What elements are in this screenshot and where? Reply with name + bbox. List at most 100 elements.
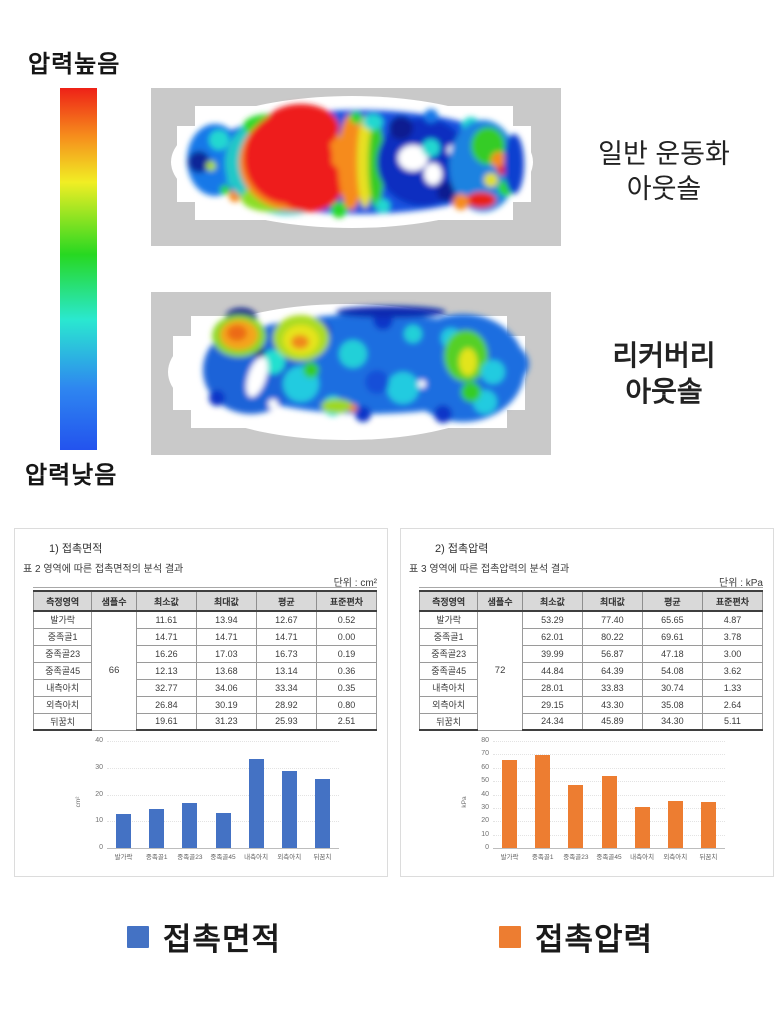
- cell-sd: 3.62: [701, 661, 764, 680]
- cell-min: 24.34: [521, 712, 583, 731]
- table-row: 발가락 72 53.29 77.40 65.65 4.87: [418, 610, 764, 731]
- cell-mean: 34.30: [641, 712, 703, 731]
- y-tick-label: 0: [99, 844, 103, 851]
- x-tick-label: 내측아치: [244, 854, 269, 861]
- y-tick-label: 80: [481, 737, 489, 744]
- table-row: 발가락 66 11.61 13.94 12.67 0.52: [32, 610, 378, 731]
- bar-중족골1: [535, 754, 551, 848]
- contact-area-chart: cm² 0 10 20 30 40 발가락 중족골1 중족골23 중족골45 내측아치 외측아치 뒤꿈…: [75, 735, 347, 869]
- cell-sd: 0.52: [315, 610, 378, 629]
- x-tick-label: 중족골45: [210, 854, 236, 861]
- cell-mean: 25.93: [255, 712, 317, 731]
- bar-내측아치: [634, 806, 650, 848]
- cell-max: 33.83: [581, 678, 643, 697]
- cell-min: 29.15: [521, 695, 583, 714]
- legend-label: 접촉면적: [162, 922, 281, 957]
- y-tick-label: 50: [481, 777, 489, 785]
- label-line: 일반 운동화: [598, 139, 730, 169]
- cell-min: 39.99: [521, 644, 583, 663]
- panel-title: 1) 접촉면적: [49, 543, 103, 555]
- column-header: 측정영역: [32, 590, 93, 612]
- cell-sd: 0.80: [315, 695, 378, 714]
- label-line: 리커버리: [612, 340, 716, 371]
- bar-중족골23: [182, 803, 198, 848]
- x-tick-label: 발가락: [500, 854, 519, 861]
- cell-max: 64.39: [581, 661, 643, 680]
- cell-region: 내측아치: [32, 678, 93, 697]
- cell-min: 12.13: [135, 661, 197, 680]
- legend-item-contact-pressure: 접촉압력: [499, 914, 653, 959]
- cell-region: 중족골45: [418, 661, 479, 680]
- y-tick-label: 0: [485, 844, 489, 851]
- y-tick-label: 30: [95, 763, 103, 771]
- cell-sd: 5.11: [701, 712, 764, 731]
- cell-max: 80.22: [581, 627, 643, 646]
- cell-mean: 54.08: [641, 661, 703, 680]
- table-row: 중족골23 16.26 17.03 16.73 0.19: [32, 644, 378, 663]
- cell-mean: 69.61: [641, 627, 703, 646]
- cell-mean: 28.92: [255, 695, 317, 714]
- column-header: 샘플수: [91, 590, 137, 612]
- pressure-low-label: 압력낮음: [25, 462, 118, 489]
- cell-region: 뒤꿈치: [32, 712, 93, 731]
- y-tick-label: 40: [481, 790, 489, 798]
- cell-min: 44.84: [521, 661, 583, 680]
- bar-뒤꿈치: [314, 778, 330, 848]
- panel-title: 2) 접촉압력: [435, 543, 489, 555]
- x-tick-label: 외측아치: [663, 854, 688, 861]
- cell-mean: 65.65: [641, 610, 703, 629]
- cell-mean: 35.08: [641, 695, 703, 714]
- cell-region: 발가락: [32, 610, 93, 629]
- cell-region: 뒤꿈치: [418, 712, 479, 731]
- contact-pressure-panel: 2) 접촉압력 표 3 영역에 따른 접촉압력의 분석 결과 단위 : kPa …: [400, 528, 774, 877]
- cell-min: 26.84: [135, 695, 197, 714]
- cell-max: 17.03: [195, 644, 257, 663]
- cell-max: 14.71: [195, 627, 257, 646]
- column-header: 평균: [255, 590, 317, 612]
- cell-max: 56.87: [581, 644, 643, 663]
- unit-label: 단위 : kPa: [719, 578, 763, 589]
- y-tick-label: 60: [481, 763, 489, 771]
- label-line: 아웃솔: [625, 376, 703, 408]
- table-row: 내측아치 28.01 33.83 30.74 1.33: [418, 678, 764, 697]
- gridline: [107, 767, 339, 769]
- label-line: 아웃솔: [626, 174, 702, 205]
- cell-sd: 1.33: [701, 678, 764, 697]
- y-tick-label: 70: [481, 750, 489, 758]
- legend-label: 접촉압력: [535, 922, 654, 957]
- cell-min: 11.61: [135, 610, 197, 629]
- cell-mean: 13.14: [255, 661, 317, 680]
- y-tick-label: 20: [481, 817, 489, 825]
- table-caption: 표 2 영역에 따른 접촉면적의 분석 결과: [23, 564, 184, 575]
- bar-외측아치: [281, 770, 297, 848]
- contact-area-table: 측정영역 샘플수 최소값 최대값 평균 표준편차 발가락 66 11.61 13.94 12.67…: [32, 587, 378, 731]
- x-tick-label: 중족골1: [531, 854, 554, 861]
- gridline: [493, 741, 725, 742]
- cell-region: 중족골1: [418, 627, 479, 646]
- cell-max: 45.89: [581, 712, 643, 731]
- x-tick-label: 중족골45: [596, 854, 622, 861]
- cell-max: 31.23: [195, 712, 257, 731]
- cell-sd: 4.87: [701, 610, 764, 629]
- table-row: 중족골45 12.13 13.68 13.14 0.36: [32, 661, 378, 680]
- column-header: 최대값: [195, 590, 257, 612]
- column-header: 표준편차: [315, 590, 378, 612]
- y-tick-label: 40: [95, 737, 103, 744]
- table-row: 외측아치 29.15 43.30 35.08 2.64: [418, 695, 764, 714]
- cell-max: 13.68: [195, 661, 257, 680]
- cell-region: 중족골1: [32, 627, 93, 646]
- cell-max: 77.40: [581, 610, 643, 629]
- contact-pressure-chart: kPa 0 10 20 30 40 50 60 70 80 발가락 중족골1 중족골23 중족골45 내측…: [461, 735, 733, 869]
- column-header: 표준편차: [701, 590, 764, 612]
- legend: 접촉면적 접촉압력: [0, 914, 780, 959]
- bar-중족골45: [215, 812, 231, 848]
- x-tick-label: 뒤꿈치: [699, 854, 718, 861]
- cell-region: 중족골23: [418, 644, 479, 663]
- cell-sd: 2.64: [701, 695, 764, 714]
- unit-label: 단위 : cm²: [333, 578, 377, 589]
- cell-region: 내측아치: [418, 678, 479, 697]
- x-tick-label: 중족골23: [177, 854, 203, 861]
- heatmap-recovery-outsole: [151, 292, 551, 455]
- x-tick-label: 중족골23: [563, 854, 589, 861]
- contact-pressure-table: 측정영역 샘플수 최소값 최대값 평균 표준편차 발가락 72 53.29 77.40 65.65…: [418, 587, 764, 731]
